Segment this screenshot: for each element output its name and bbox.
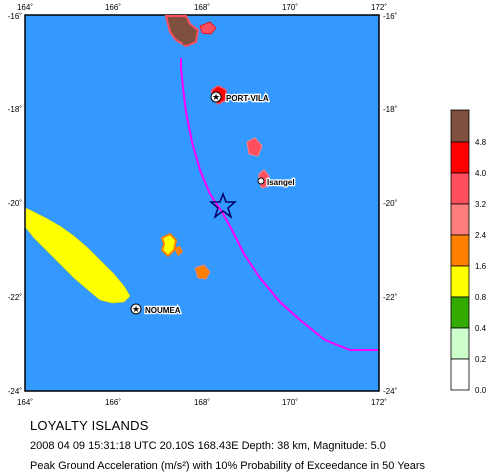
legend-label-08: 0.8: [475, 293, 487, 302]
legend-label-32: 3.2: [475, 200, 487, 209]
legend-label-02: 0.2: [475, 355, 487, 364]
mare-island: [194, 264, 211, 280]
legend-label-04: 0.4: [475, 324, 487, 333]
city-marker-icon: [210, 91, 222, 103]
tick-left-18: -18˚: [8, 105, 23, 114]
legend-swatch-00: [450, 358, 470, 391]
city-noumea: ★ NOUMEA: [130, 303, 182, 316]
region-title: LOYALTY ISLANDS: [30, 418, 149, 433]
tick-left-24: -24˚: [8, 387, 23, 396]
erromango-island: [246, 137, 263, 157]
event-details: 2008 04 09 15:31:18 UTC 20.10S 168.43E D…: [30, 440, 386, 452]
tick-top-172: 172˚: [371, 3, 387, 12]
tick-right-18: -18˚: [383, 105, 398, 114]
legend-swatch-48: [450, 109, 470, 143]
tick-top-168: 168˚: [194, 3, 210, 12]
pentecost-island: [199, 21, 217, 35]
legend-label-24: 2.4: [475, 231, 487, 240]
legend-swatch-16: [450, 234, 470, 267]
legend-swatch-04: [450, 296, 470, 329]
legend-label-00: 0.0: [475, 386, 487, 395]
city-label-port-vila: PORT-VILA: [226, 94, 269, 103]
tick-bottom-166: 166˚: [105, 398, 121, 407]
tick-top-164: 164˚: [17, 3, 33, 12]
axis-right: -16˚ -18˚ -20˚ -22˚ -24˚: [383, 12, 398, 396]
tick-right-22: -22˚: [383, 293, 398, 302]
city-port-vila: ★ PORT-VILA: [210, 91, 270, 104]
tick-right-20: -20˚: [383, 199, 398, 208]
tick-left-20: -20˚: [8, 199, 23, 208]
tick-right-16: -16˚: [383, 12, 398, 21]
svg-text:★: ★: [132, 304, 140, 314]
legend-swatch-08: [450, 265, 470, 298]
tick-top-170: 170˚: [282, 3, 298, 12]
city-label-noumea: NOUMEA: [145, 306, 181, 315]
axis-left: -16˚ -18˚ -20˚ -22˚ -24˚: [8, 12, 23, 396]
epicenter-star-icon: [208, 191, 238, 220]
tick-left-22: -22˚: [8, 293, 23, 302]
city-marker-icon: [130, 303, 142, 315]
new-caledonia-island: [25, 207, 131, 304]
svg-text:★: ★: [212, 92, 220, 102]
small-loyalty-island: [174, 246, 183, 256]
malo-island: [181, 38, 190, 45]
axis-top: 164˚ 166˚ 168˚ 170˚ 172˚: [17, 3, 387, 12]
tick-bottom-164: 164˚: [17, 398, 33, 407]
legend-swatch-40: [450, 141, 470, 174]
legend: 4.8 4.0 3.2 2.4 1.6 0.8 0.4 0.2 0.0: [450, 109, 487, 395]
tick-bottom-168: 168˚: [194, 398, 210, 407]
map-title: Peak Ground Acceleration (m/s²) with 10%…: [30, 460, 425, 472]
tick-top-166: 166˚: [105, 3, 121, 12]
trench-line: [180, 58, 378, 351]
lifou-island: [160, 232, 178, 258]
legend-swatch-24: [450, 203, 470, 236]
tick-bottom-172: 172˚: [371, 398, 387, 407]
city-isangel: Isangel: [257, 177, 296, 188]
legend-label-40: 4.0: [475, 169, 487, 178]
legend-label-48: 4.8: [475, 138, 487, 147]
tick-left-16: -16˚: [8, 12, 23, 21]
city-marker-icon: [257, 177, 265, 185]
legend-label-16: 1.6: [475, 262, 487, 271]
espiritu-santo-island: [164, 15, 200, 48]
tick-right-24: -24˚: [383, 387, 398, 396]
legend-swatch-02: [450, 327, 470, 360]
legend-swatch-32: [450, 172, 470, 205]
city-label-isangel: Isangel: [267, 178, 295, 187]
map-frame: [24, 14, 380, 392]
tick-bottom-170: 170˚: [282, 398, 298, 407]
axis-bottom: 164˚ 166˚ 168˚ 170˚ 172˚: [17, 398, 387, 407]
